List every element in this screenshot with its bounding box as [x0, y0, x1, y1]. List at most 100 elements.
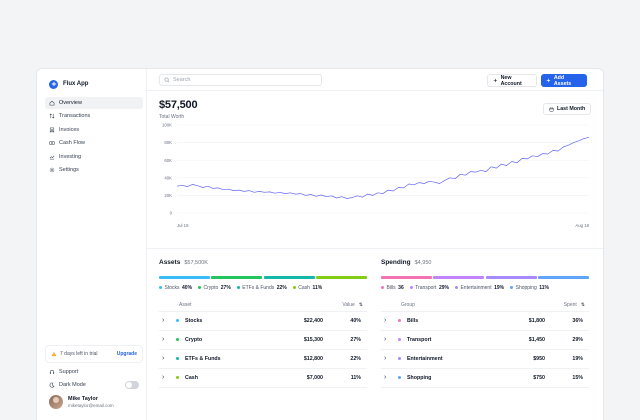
row-pct: 11%: [350, 374, 361, 381]
table-row[interactable]: › Cash $7,000 11%: [159, 369, 367, 388]
user-email: miketaylor@email.com: [68, 403, 114, 408]
row-dot: [176, 338, 179, 341]
add-assets-label: Add Assets: [553, 74, 572, 87]
support-link[interactable]: Support: [49, 369, 139, 375]
row-name: Stocks: [185, 317, 203, 324]
chevron-right-icon[interactable]: ›: [162, 374, 165, 381]
legend-label: Entertainment: [460, 284, 492, 291]
legend-pct: 40%: [182, 284, 193, 291]
search-input[interactable]: Search: [159, 74, 322, 86]
chevron-right-icon[interactable]: ›: [384, 336, 387, 343]
period-selector[interactable]: Last Month: [543, 103, 592, 115]
row-amount: $12,800: [303, 355, 323, 362]
table-row[interactable]: › Stocks $22,400 40%: [159, 312, 367, 331]
table-row[interactable]: › Entertainment $950 19%: [381, 350, 589, 369]
legend-item: Transport 29%: [409, 284, 449, 291]
y-tick-label: 60K: [164, 158, 172, 163]
sidebar-item-cash-flow[interactable]: Cash Flow: [45, 137, 143, 149]
row-pct: 40%: [350, 317, 361, 324]
column-header-value[interactable]: Value: [342, 302, 355, 308]
chevron-right-icon[interactable]: ›: [162, 355, 165, 362]
sort-icon[interactable]: ⇅: [580, 302, 585, 308]
sidebar-item-label: Invoices: [59, 126, 80, 133]
column-header-group: Group: [401, 302, 415, 308]
new-account-button[interactable]: New Account: [487, 74, 537, 87]
sidebar-item-transactions[interactable]: Transactions: [45, 110, 143, 122]
chevron-right-icon[interactable]: ›: [384, 317, 387, 324]
spending-table-header: Group Spent ⇅: [381, 300, 589, 312]
table-row[interactable]: › Crypto $15,300 27%: [159, 331, 367, 350]
row-name: ETFs & Funds: [185, 355, 221, 362]
row-amount: $22,400: [303, 317, 323, 324]
allocation-segment: [485, 276, 537, 279]
row-amount: $15,300: [303, 336, 323, 343]
legend-dot: [381, 286, 384, 289]
column-header-asset: Asset: [179, 302, 192, 308]
legend-item: Entertainment 19%: [454, 284, 504, 291]
table-row[interactable]: › Transport $1,450 29%: [381, 331, 589, 350]
sidebar-item-settings[interactable]: Settings: [45, 164, 143, 176]
search-icon: [164, 77, 170, 83]
y-tick-label: 20K: [164, 193, 172, 198]
main-content: Search New Account Add Assets $57,500 To…: [147, 69, 603, 420]
net-worth-value: $57,500: [159, 99, 198, 111]
allocation-segment: [316, 276, 367, 279]
avatar: [49, 395, 63, 409]
dark-mode-label: Dark Mode: [59, 382, 86, 388]
column-header-spent[interactable]: Spent: [563, 302, 577, 308]
table-row[interactable]: › ETFs & Funds $12,800 22%: [159, 350, 367, 369]
sidebar-item-overview[interactable]: Overview: [45, 97, 143, 109]
net-worth-chart: 100K 80K 60K 40K 20K 0 Jul 18 Aug 18: [162, 123, 590, 228]
plus-icon: [546, 78, 551, 83]
spending-allocation-bar: [381, 276, 589, 279]
trial-text: 7 days left in trial: [60, 351, 98, 357]
logo-icon: [49, 79, 58, 89]
sidebar-item-investing[interactable]: Investing: [45, 151, 143, 163]
row-dot: [398, 357, 401, 360]
home-icon: [49, 100, 55, 106]
add-assets-button[interactable]: Add Assets: [541, 74, 587, 87]
x-tick-label: Aug 18: [575, 223, 589, 228]
row-dot: [398, 338, 401, 341]
table-row[interactable]: › Shopping $750 15%: [381, 369, 589, 388]
upgrade-link[interactable]: Upgrade: [116, 351, 137, 357]
support-label: Support: [59, 369, 79, 375]
assets-allocation-bar: [159, 276, 367, 279]
legend-pct: 11%: [312, 284, 323, 291]
row-name: Shopping: [407, 374, 432, 381]
y-tick-label: 40K: [164, 175, 172, 180]
topbar: Search New Account Add Assets: [147, 69, 603, 91]
chevron-right-icon[interactable]: ›: [162, 317, 165, 324]
search-placeholder: Search: [173, 77, 191, 83]
chevron-right-icon[interactable]: ›: [162, 336, 165, 343]
row-dot: [398, 319, 401, 322]
user-profile[interactable]: Mike Taylor miketaylor@email.com: [49, 395, 114, 409]
legend-pct: 29%: [438, 284, 449, 291]
legend-pct: 11%: [539, 284, 549, 291]
new-account-label: New Account: [500, 74, 522, 87]
brand[interactable]: Flux App: [49, 77, 88, 91]
y-tick-label: 0: [170, 211, 173, 216]
sort-icon[interactable]: ⇅: [358, 302, 363, 308]
chevron-right-icon[interactable]: ›: [384, 374, 387, 381]
table-row[interactable]: › Bills $1,800 36%: [381, 312, 589, 331]
legend-dot: [454, 286, 458, 289]
row-name: Entertainment: [407, 355, 443, 362]
assets-total: $57,500K: [184, 260, 208, 266]
assets-table-header: Asset Value ⇅: [159, 300, 367, 312]
sidebar-item-label: Settings: [59, 166, 79, 173]
legend-pct: 36: [398, 284, 404, 291]
allocation-segment: [538, 276, 589, 279]
legend-item: Bills 36: [381, 285, 404, 291]
arrows-icon: [49, 113, 55, 119]
row-name: Cash: [185, 374, 198, 381]
spending-title: Spending: [381, 259, 411, 266]
sidebar-item-invoices[interactable]: Invoices: [45, 124, 143, 136]
legend-dot: [409, 286, 413, 289]
moon-icon: [49, 382, 55, 388]
x-tick-label: Jul 18: [177, 223, 189, 228]
spending-legend: Bills 36 Transport 29% Entertainment 19% Sh…: [381, 284, 589, 292]
row-pct: 19%: [572, 355, 583, 362]
chevron-right-icon[interactable]: ›: [384, 355, 387, 362]
dark-mode-toggle[interactable]: [125, 381, 139, 389]
